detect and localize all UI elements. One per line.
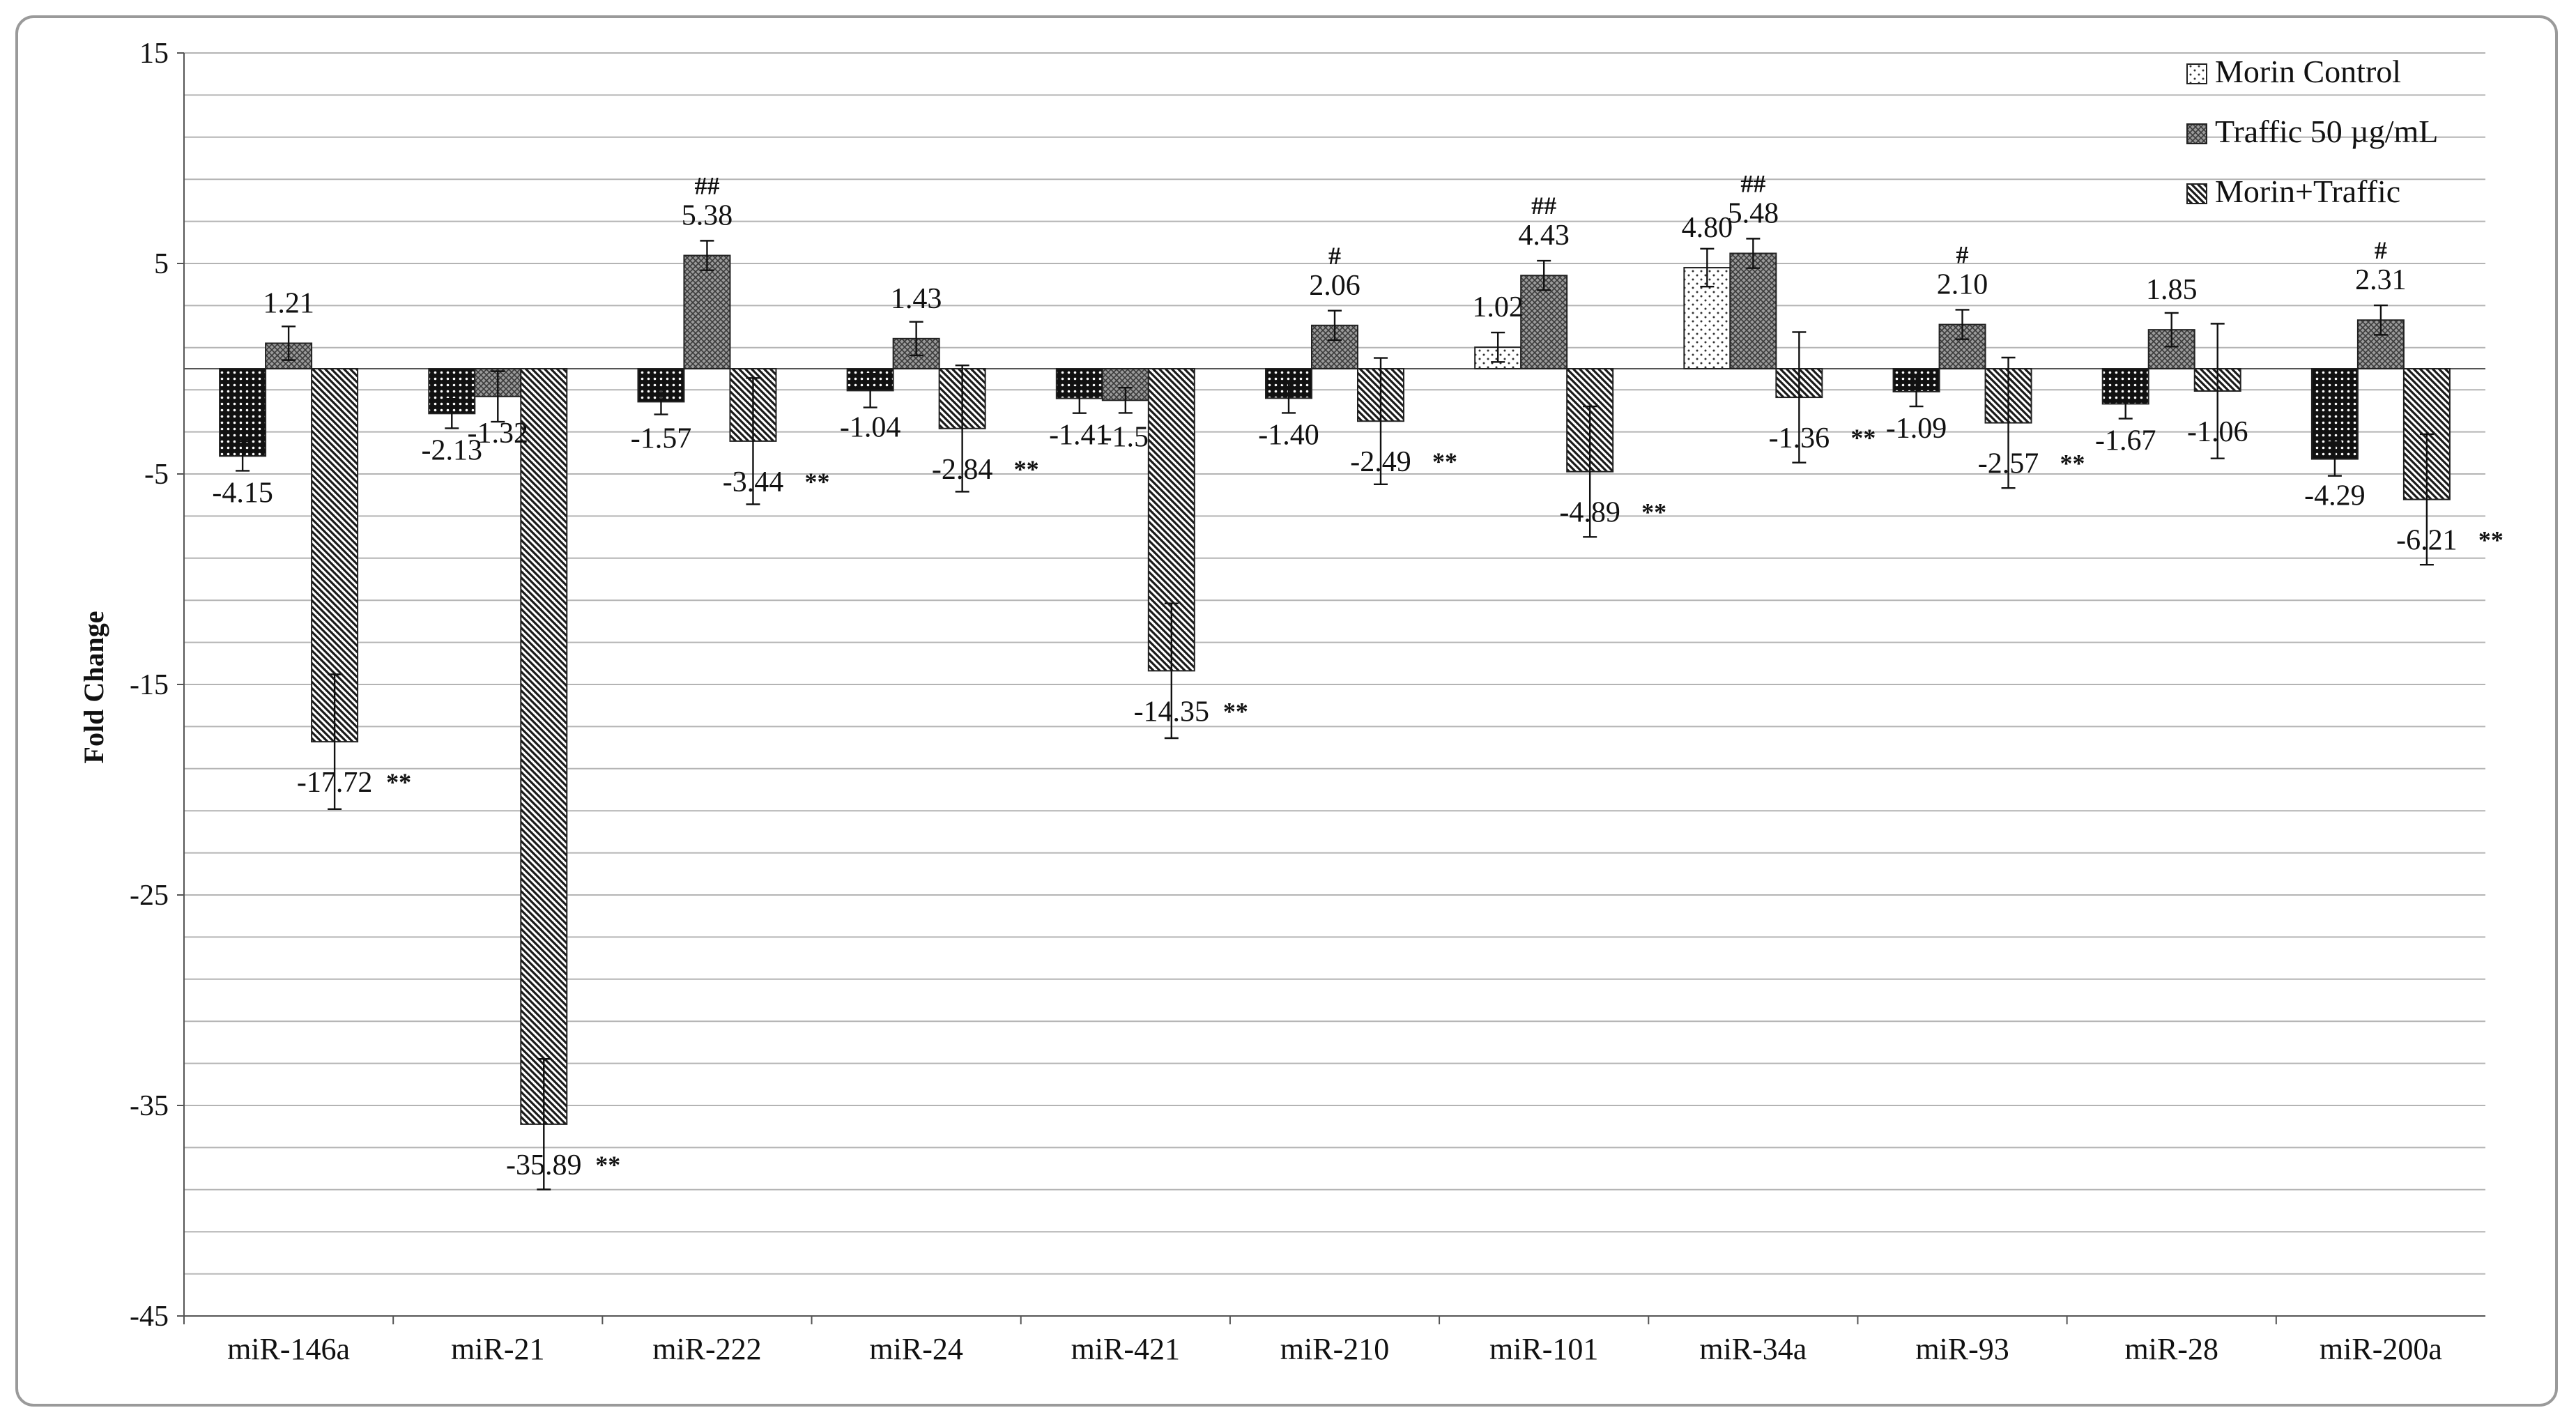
data-label: -4.15 bbox=[212, 477, 273, 509]
y-tick-label: -5 bbox=[144, 459, 169, 491]
bar bbox=[2101, 368, 2149, 405]
significance-marker: ** bbox=[1223, 697, 1248, 725]
significance-marker: ** bbox=[1850, 424, 1876, 452]
x-tick-label: miR-93 bbox=[1915, 1332, 2009, 1366]
data-label: -17.72 bbox=[297, 767, 373, 799]
data-label: -1.5 bbox=[1103, 421, 1149, 453]
data-label: 1.21 bbox=[263, 287, 314, 319]
data-label: -1.41 bbox=[1049, 420, 1110, 452]
data-label: 5.48 bbox=[1728, 198, 1779, 230]
significance-marker: ** bbox=[595, 1151, 620, 1179]
chart-frame: 15 5 -5 -15 -25 -35 -45 miR-146a miR-21 miR-222 mi… bbox=[15, 15, 2558, 1407]
significance-marker: ** bbox=[804, 468, 829, 496]
significance-marker: ## bbox=[1531, 192, 1556, 220]
y-tick-label: 5 bbox=[154, 248, 169, 280]
significance-marker: ## bbox=[694, 172, 719, 200]
y-tick-label: 15 bbox=[139, 38, 169, 70]
y-tick-label: -25 bbox=[130, 880, 169, 912]
significance-marker: # bbox=[2375, 236, 2387, 264]
data-label: -3.44 bbox=[723, 466, 784, 498]
data-label: 2.10 bbox=[1937, 269, 1988, 301]
bar bbox=[683, 254, 731, 369]
axes: 15 5 -5 -15 -25 -35 -45 miR-146a miR-21 miR-222 mi… bbox=[130, 38, 2485, 1366]
data-label: 4.43 bbox=[1518, 220, 1570, 252]
data-label: -1.67 bbox=[2095, 424, 2156, 457]
significance-marker: ** bbox=[1641, 498, 1666, 526]
x-tick-label: miR-210 bbox=[1280, 1332, 1389, 1366]
x-tick-label: miR-101 bbox=[1489, 1332, 1598, 1366]
data-label: -14.35 bbox=[1134, 696, 1210, 728]
data-label: -6.21 bbox=[2396, 525, 2458, 557]
x-tick-label: miR-200a bbox=[2320, 1332, 2442, 1366]
legend-swatch bbox=[2186, 123, 2207, 144]
data-label: -4.29 bbox=[2304, 480, 2366, 512]
data-label: 1.02 bbox=[1472, 291, 1524, 323]
data-labels: -4.15 1.21 -17.72 ** -2.13-1.32 -35.89 ** -1.57… bbox=[212, 170, 2504, 1181]
significance-marker: ** bbox=[1014, 455, 1039, 483]
x-tick-label: miR-222 bbox=[652, 1332, 761, 1366]
bars bbox=[219, 238, 2451, 1191]
data-label: -2.57 bbox=[1978, 448, 2039, 480]
significance-marker: ** bbox=[2478, 526, 2504, 554]
x-tick-label: miR-34a bbox=[1699, 1332, 1807, 1366]
data-label: -2.13 bbox=[422, 434, 483, 466]
legend-entry: Traffic 50 µg/mL bbox=[2215, 114, 2438, 149]
x-tick-label: miR-421 bbox=[1071, 1332, 1180, 1366]
data-label: 1.85 bbox=[2146, 274, 2198, 306]
data-label: 1.43 bbox=[891, 283, 942, 315]
x-tick-label: miR-21 bbox=[451, 1332, 544, 1366]
legend-swatch bbox=[2186, 63, 2207, 84]
y-tick-label: -35 bbox=[130, 1090, 169, 1122]
legend-swatch bbox=[2186, 183, 2207, 204]
data-label: -1.40 bbox=[1258, 419, 1319, 451]
x-tick-label: miR-146a bbox=[227, 1332, 350, 1366]
data-label: -1.09 bbox=[1886, 413, 1947, 445]
data-label: -35.89 bbox=[506, 1149, 582, 1181]
data-label: 4.80 bbox=[1682, 212, 1733, 244]
data-label: -1.04 bbox=[840, 411, 901, 443]
data-label: -2.49 bbox=[1350, 446, 1411, 478]
y-axis-title: Fold Change bbox=[78, 611, 109, 764]
data-label: -1.57 bbox=[631, 422, 692, 454]
data-label: 2.31 bbox=[2355, 264, 2407, 296]
legend: Morin Control Traffic 50 µg/mL Morin+Traff… bbox=[2186, 54, 2438, 209]
x-tick-label: miR-28 bbox=[2125, 1332, 2218, 1366]
data-label: 5.38 bbox=[682, 200, 733, 232]
x-tick-label: miR-24 bbox=[869, 1332, 963, 1366]
bar bbox=[520, 368, 568, 1125]
bar-chart: 15 5 -5 -15 -25 -35 -45 miR-146a miR-21 miR-222 mi… bbox=[78, 38, 2504, 1366]
y-tick-label: -45 bbox=[130, 1301, 169, 1333]
data-label: -1.06 bbox=[2187, 416, 2248, 448]
bar bbox=[428, 368, 476, 415]
gridlines bbox=[184, 52, 2485, 1317]
significance-marker: ** bbox=[1432, 447, 1457, 475]
y-tick-label: -15 bbox=[130, 669, 169, 701]
significance-marker: # bbox=[1956, 241, 1969, 269]
data-label: -2.84 bbox=[932, 454, 993, 486]
data-label: -1.36 bbox=[1769, 422, 1830, 454]
significance-marker: ** bbox=[386, 768, 411, 796]
data-label: 2.06 bbox=[1309, 270, 1360, 302]
data-label: -1.32 bbox=[468, 418, 529, 450]
data-label: -4.89 bbox=[1559, 497, 1620, 529]
legend-entry: Morin+Traffic bbox=[2215, 174, 2400, 209]
significance-marker: ## bbox=[1740, 170, 1765, 198]
bar bbox=[1729, 252, 1777, 369]
legend-entry: Morin Control bbox=[2215, 54, 2401, 89]
significance-marker: # bbox=[1328, 242, 1341, 270]
significance-marker: ** bbox=[2060, 450, 2085, 477]
